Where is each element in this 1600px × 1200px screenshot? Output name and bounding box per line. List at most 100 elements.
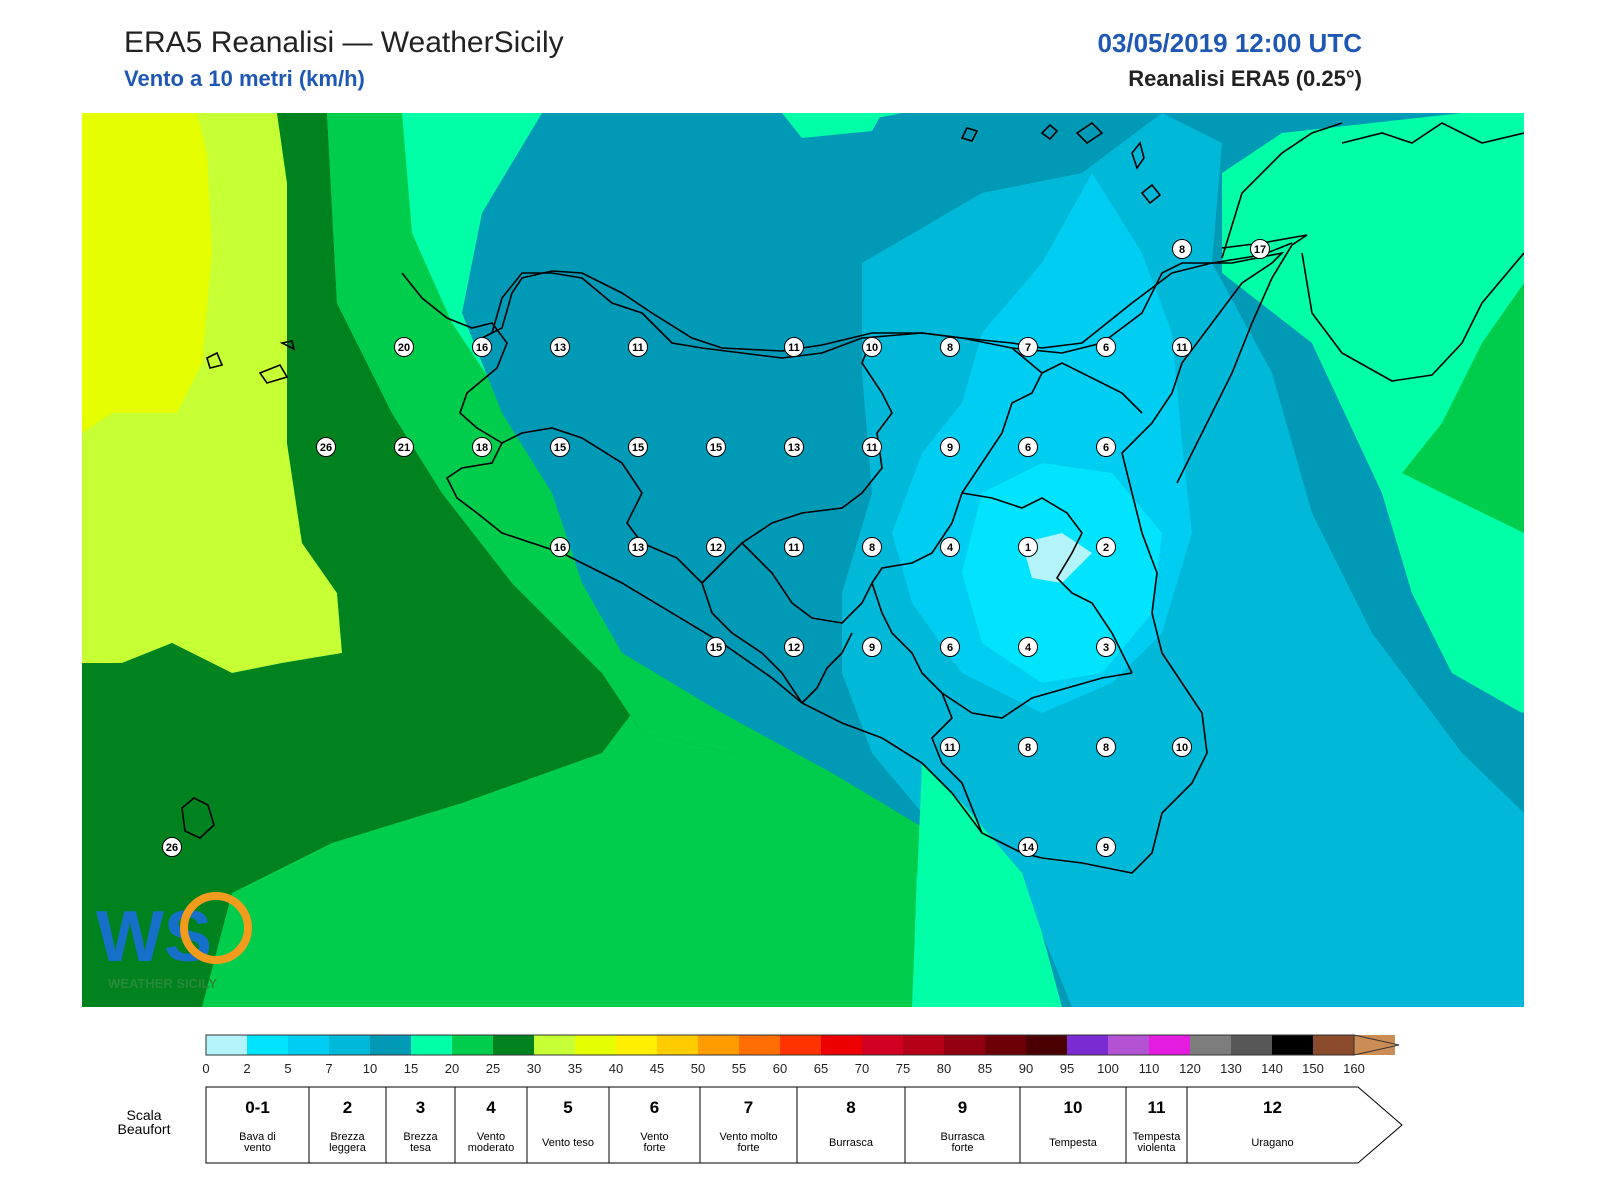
station-value: 13 bbox=[632, 542, 644, 554]
colorbar-tick-label: 45 bbox=[650, 1061, 664, 1076]
station-marker: 3 bbox=[1096, 637, 1116, 657]
station-marker: 10 bbox=[862, 337, 882, 357]
station-value: 4 bbox=[947, 542, 954, 554]
colorbar-tick-label: 65 bbox=[814, 1061, 828, 1076]
colorbar-tick-label: 120 bbox=[1179, 1061, 1201, 1076]
beaufort-description: Tempesta bbox=[1133, 1131, 1182, 1143]
colorbar-tick-label: 150 bbox=[1302, 1061, 1324, 1076]
beaufort-label: Beaufort bbox=[118, 1121, 171, 1137]
station-value: 3 bbox=[1103, 642, 1109, 654]
colorbar-tick-label: 85 bbox=[978, 1061, 992, 1076]
station-value: 4 bbox=[1025, 642, 1032, 654]
colorbar-tick-label: 100 bbox=[1097, 1061, 1119, 1076]
station-value: 8 bbox=[947, 342, 953, 354]
station-value: 1 bbox=[1025, 542, 1031, 554]
colorbar-tick-label: 110 bbox=[1139, 1061, 1160, 1076]
logo: WS WEATHER SICILY bbox=[96, 892, 252, 991]
station-marker: 11 bbox=[1172, 337, 1192, 357]
colorbar-swatch bbox=[206, 1035, 247, 1055]
colorbar-tick-label: 75 bbox=[896, 1061, 910, 1076]
station-value: 11 bbox=[788, 542, 800, 554]
beaufort-number: 3 bbox=[416, 1098, 425, 1117]
beaufort-number: 0-1 bbox=[245, 1098, 270, 1117]
station-value: 15 bbox=[710, 442, 722, 454]
station-value: 10 bbox=[1176, 742, 1188, 754]
colorbar-swatch bbox=[698, 1035, 739, 1055]
colorbar-swatch bbox=[411, 1035, 452, 1055]
station-value: 8 bbox=[869, 542, 875, 554]
logo-sun-icon bbox=[180, 892, 252, 964]
station-value: 6 bbox=[1103, 342, 1109, 354]
station-marker: 17 bbox=[1250, 239, 1270, 259]
colorbar-tick-label: 70 bbox=[855, 1061, 869, 1076]
colorbar-tick-label: 2 bbox=[243, 1061, 250, 1076]
station-value: 16 bbox=[554, 542, 566, 554]
beaufort-class: 8 Burrasca bbox=[796, 1086, 906, 1164]
station-value: 18 bbox=[476, 442, 488, 454]
beaufort-number: 11 bbox=[1148, 1098, 1166, 1117]
beaufort-description: forte bbox=[951, 1142, 973, 1154]
colorbar-swatch bbox=[493, 1035, 534, 1055]
beaufort-number: 4 bbox=[486, 1098, 496, 1117]
beaufort-description: Uragano bbox=[1251, 1137, 1293, 1149]
colorbar-swatch bbox=[657, 1035, 698, 1055]
beaufort-description: Burrasca bbox=[940, 1131, 985, 1143]
station-value: 11 bbox=[788, 342, 800, 354]
station-marker: 15 bbox=[706, 437, 726, 457]
station-marker: 12 bbox=[706, 537, 726, 557]
colorbar-swatch bbox=[1067, 1035, 1108, 1055]
station-value: 11 bbox=[1176, 342, 1188, 354]
station-marker: 11 bbox=[784, 537, 804, 557]
station-marker: 18 bbox=[472, 437, 492, 457]
station-value: 8 bbox=[1103, 742, 1109, 754]
colorbar-swatch bbox=[1231, 1035, 1272, 1055]
beaufort-description: forte bbox=[737, 1142, 759, 1154]
beaufort-class: 10 Tempesta bbox=[1019, 1086, 1127, 1164]
wind-contours bbox=[82, 113, 1524, 1007]
colorbar-tick-label: 95 bbox=[1060, 1061, 1074, 1076]
page-title: ERA5 Reanalisi — WeatherSicily bbox=[124, 26, 564, 59]
beaufort-description: Vento teso bbox=[542, 1137, 594, 1149]
colorbar-tick-label: 30 bbox=[527, 1061, 541, 1076]
colorbar-tick-label: 5 bbox=[284, 1061, 291, 1076]
station-marker: 20 bbox=[394, 337, 414, 357]
station-value: 9 bbox=[1103, 842, 1109, 854]
beaufort-description: Burrasca bbox=[829, 1137, 874, 1149]
station-value: 16 bbox=[476, 342, 488, 354]
station-value: 12 bbox=[788, 642, 800, 654]
beaufort-description: vento bbox=[244, 1142, 271, 1154]
colorbar-tick-label: 20 bbox=[445, 1061, 459, 1076]
station-value: 15 bbox=[554, 442, 566, 454]
colorbar-swatch bbox=[985, 1035, 1026, 1055]
legend: 0 2 5 7 10 15 20 25 30 35 40 45 50 55 60 65 70 75 80 85 90 95… bbox=[118, 1034, 1403, 1164]
colorbar-swatch bbox=[821, 1035, 862, 1055]
station-marker: 9 bbox=[940, 437, 960, 457]
station-value: 6 bbox=[947, 642, 953, 654]
colorbar-swatch bbox=[1026, 1035, 1067, 1055]
colorbar-tick-label: 90 bbox=[1019, 1061, 1033, 1076]
station-marker: 8 bbox=[862, 537, 882, 557]
station-marker: 26 bbox=[316, 437, 336, 457]
station-marker: 16 bbox=[550, 537, 570, 557]
station-value: 20 bbox=[398, 342, 410, 354]
station-value: 15 bbox=[632, 442, 644, 454]
station-marker: 16 bbox=[472, 337, 492, 357]
colorbar-swatch bbox=[862, 1035, 903, 1055]
station-value: 8 bbox=[1179, 244, 1185, 256]
beaufort-description: violenta bbox=[1138, 1142, 1177, 1154]
beaufort-class: 12 Uragano bbox=[1186, 1086, 1403, 1164]
station-value: 14 bbox=[1022, 842, 1035, 854]
station-marker: 6 bbox=[1096, 437, 1116, 457]
beaufort-description: forte bbox=[643, 1142, 665, 1154]
station-value: 17 bbox=[1254, 244, 1266, 256]
station-marker: 13 bbox=[784, 437, 804, 457]
station-marker: 2 bbox=[1096, 537, 1116, 557]
model-label: Reanalisi ERA5 (0.25°) bbox=[1128, 66, 1362, 91]
station-marker: 12 bbox=[784, 637, 804, 657]
colorbar-swatch bbox=[452, 1035, 493, 1055]
